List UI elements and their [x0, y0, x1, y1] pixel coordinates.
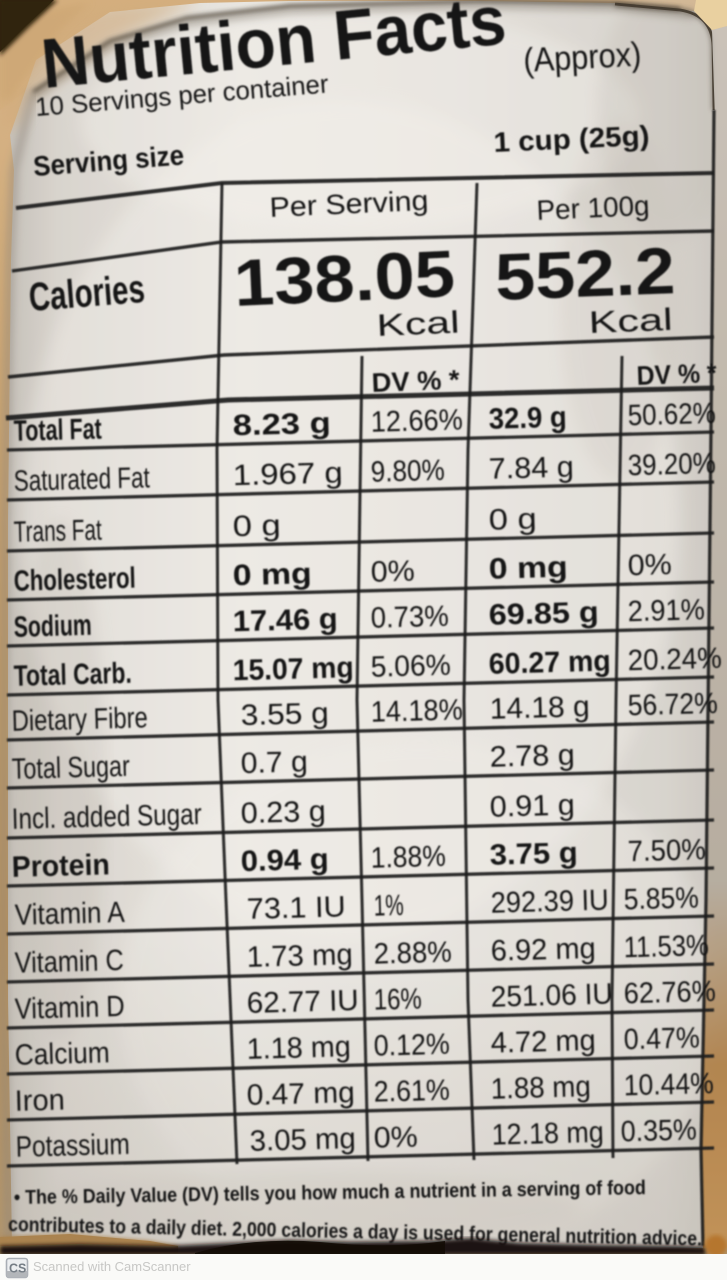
svg-text:15.07 mg: 15.07 mg	[232, 651, 354, 687]
svg-text:1%: 1%	[373, 889, 404, 923]
svg-text:1.73 mg: 1.73 mg	[246, 938, 353, 974]
svg-text:1.18 mg: 1.18 mg	[246, 1030, 351, 1066]
svg-text:Total Fat: Total Fat	[13, 413, 102, 448]
svg-text:0.12%: 0.12%	[373, 1028, 450, 1063]
svg-text:0.35%: 0.35%	[620, 1113, 697, 1148]
svg-text:50.62%: 50.62%	[627, 397, 716, 432]
svg-text:0.23 g: 0.23 g	[240, 795, 326, 830]
svg-text:0 g: 0 g	[232, 509, 281, 543]
svg-text:Total Sugar: Total Sugar	[11, 750, 130, 786]
svg-text:Sodium: Sodium	[13, 609, 92, 644]
svg-text:Calories: Calories	[27, 267, 146, 320]
svg-text:2.88%: 2.88%	[373, 936, 452, 971]
svg-text:Vitamin C: Vitamin C	[14, 944, 124, 980]
svg-text:0%: 0%	[370, 555, 415, 589]
svg-text:CS: CS	[9, 1262, 26, 1276]
svg-text:14.18%: 14.18%	[370, 693, 463, 728]
svg-text:39.20%: 39.20%	[627, 447, 716, 482]
svg-text:Cholesterol: Cholesterol	[13, 562, 136, 598]
svg-text:0%: 0%	[373, 1121, 418, 1155]
svg-text:Iron: Iron	[14, 1084, 65, 1118]
svg-text:Trans Fat: Trans Fat	[13, 514, 102, 549]
svg-text:16%: 16%	[373, 982, 422, 1016]
svg-text:DV % *: DV % *	[371, 365, 461, 398]
svg-text:73.1 IU: 73.1 IU	[246, 890, 346, 926]
svg-text:12.18 mg: 12.18 mg	[491, 1116, 604, 1152]
svg-text:5.85%: 5.85%	[623, 881, 699, 916]
svg-text:Vitamin A: Vitamin A	[14, 896, 125, 932]
svg-text:2.61%: 2.61%	[373, 1074, 450, 1109]
svg-text:0.47 mg: 0.47 mg	[246, 1076, 355, 1112]
svg-text:20.24%: 20.24%	[627, 642, 722, 677]
svg-text:Protein: Protein	[11, 848, 110, 884]
svg-text:0.91 g: 0.91 g	[489, 789, 575, 824]
svg-text:60.27 mg: 60.27 mg	[488, 645, 611, 681]
svg-text:0 mg: 0 mg	[488, 551, 568, 586]
svg-text:69.85 g: 69.85 g	[488, 596, 599, 632]
svg-text:Kcal: Kcal	[588, 302, 673, 340]
svg-text:3.75 g: 3.75 g	[489, 836, 578, 871]
svg-text:0.94 g: 0.94 g	[240, 843, 329, 878]
svg-text:7.84 g: 7.84 g	[488, 451, 574, 486]
svg-text:1.88 mg: 1.88 mg	[490, 1070, 591, 1106]
svg-text:1.967 g: 1.967 g	[232, 456, 343, 492]
svg-text:7.50%: 7.50%	[627, 833, 706, 868]
svg-text:62.77 IU: 62.77 IU	[246, 984, 359, 1020]
svg-text:17.46 g: 17.46 g	[232, 603, 338, 639]
svg-text:Saturated Fat: Saturated Fat	[13, 461, 150, 498]
svg-text:Per Serving: Per Serving	[269, 185, 429, 223]
svg-text:Vitamin D: Vitamin D	[14, 990, 125, 1026]
svg-text:9.80%: 9.80%	[370, 454, 445, 489]
svg-text:6.92 mg: 6.92 mg	[490, 932, 596, 968]
svg-text:Per 100g: Per 100g	[536, 190, 650, 226]
svg-text:4.72 mg: 4.72 mg	[490, 1024, 596, 1060]
svg-text:Incl. added Sugar: Incl. added Sugar	[11, 798, 202, 836]
svg-text:3.55 g: 3.55 g	[240, 697, 329, 732]
svg-text:2.78 g: 2.78 g	[489, 739, 575, 774]
svg-text:DV % *: DV % *	[636, 358, 718, 391]
svg-text:2.91%: 2.91%	[627, 593, 705, 628]
svg-text:292.39 IU: 292.39 IU	[490, 884, 609, 920]
svg-text:56.72%: 56.72%	[627, 687, 718, 722]
svg-text:0%: 0%	[627, 548, 672, 582]
svg-text:12.66%: 12.66%	[370, 403, 463, 438]
svg-text:0.7 g: 0.7 g	[240, 745, 308, 780]
svg-text:5.06%: 5.06%	[370, 649, 451, 684]
svg-text:32.9 g: 32.9 g	[488, 401, 567, 436]
svg-text:Scanned with CamScanner: Scanned with CamScanner	[33, 1259, 191, 1274]
svg-text:0.47%: 0.47%	[623, 1021, 700, 1056]
svg-text:8.23 g: 8.23 g	[232, 407, 331, 443]
svg-text:138.05: 138.05	[232, 236, 456, 320]
svg-text:1.88%: 1.88%	[370, 840, 446, 875]
svg-text:3.05 mg: 3.05 mg	[249, 1122, 356, 1158]
svg-text:Kcal: Kcal	[376, 305, 460, 343]
svg-text:62.76%: 62.76%	[623, 975, 716, 1010]
svg-text:Total Carb.: Total Carb.	[13, 657, 132, 693]
svg-text:0 g: 0 g	[488, 503, 537, 537]
svg-text:Dietary Fibre: Dietary Fibre	[11, 701, 148, 738]
svg-text:14.18 g: 14.18 g	[489, 690, 590, 726]
svg-text:1 cup (25g): 1 cup (25g)	[493, 120, 650, 158]
svg-text:552.2: 552.2	[494, 233, 677, 314]
svg-text:Calcium: Calcium	[14, 1036, 110, 1071]
svg-text:251.06 IU: 251.06 IU	[490, 978, 613, 1014]
svg-text:Potassium: Potassium	[15, 1128, 130, 1164]
svg-text:11.53%: 11.53%	[623, 929, 709, 964]
svg-text:(Approx): (Approx)	[522, 35, 642, 80]
svg-text:10.44%: 10.44%	[623, 1067, 714, 1102]
svg-text:0 mg: 0 mg	[232, 557, 312, 592]
svg-text:0.73%: 0.73%	[370, 600, 449, 635]
